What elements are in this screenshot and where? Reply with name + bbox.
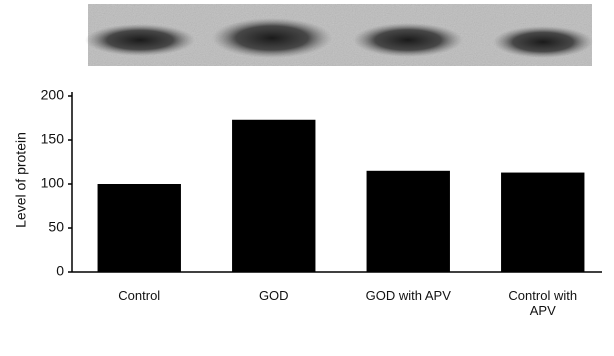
y-axis-label: Level of protein xyxy=(13,132,29,228)
y-tick-label: 100 xyxy=(41,175,65,191)
x-tick-label: Control with APV xyxy=(498,288,588,318)
page: Level of protein 0 50 100 150 200 Control GOD… xyxy=(0,0,614,356)
x-tick-label: Control xyxy=(94,288,184,303)
y-tick-label: 0 xyxy=(56,263,64,279)
x-tick-label: GOD xyxy=(229,288,319,303)
bar xyxy=(232,120,315,272)
bar xyxy=(501,173,584,272)
y-tick-label: 50 xyxy=(48,219,64,235)
bar xyxy=(98,184,181,272)
y-tick-label: 150 xyxy=(41,131,65,147)
y-tick-label: 200 xyxy=(41,87,65,103)
blot-image xyxy=(85,4,593,66)
bar xyxy=(367,171,450,272)
x-tick-label: GOD with APV xyxy=(363,288,453,303)
